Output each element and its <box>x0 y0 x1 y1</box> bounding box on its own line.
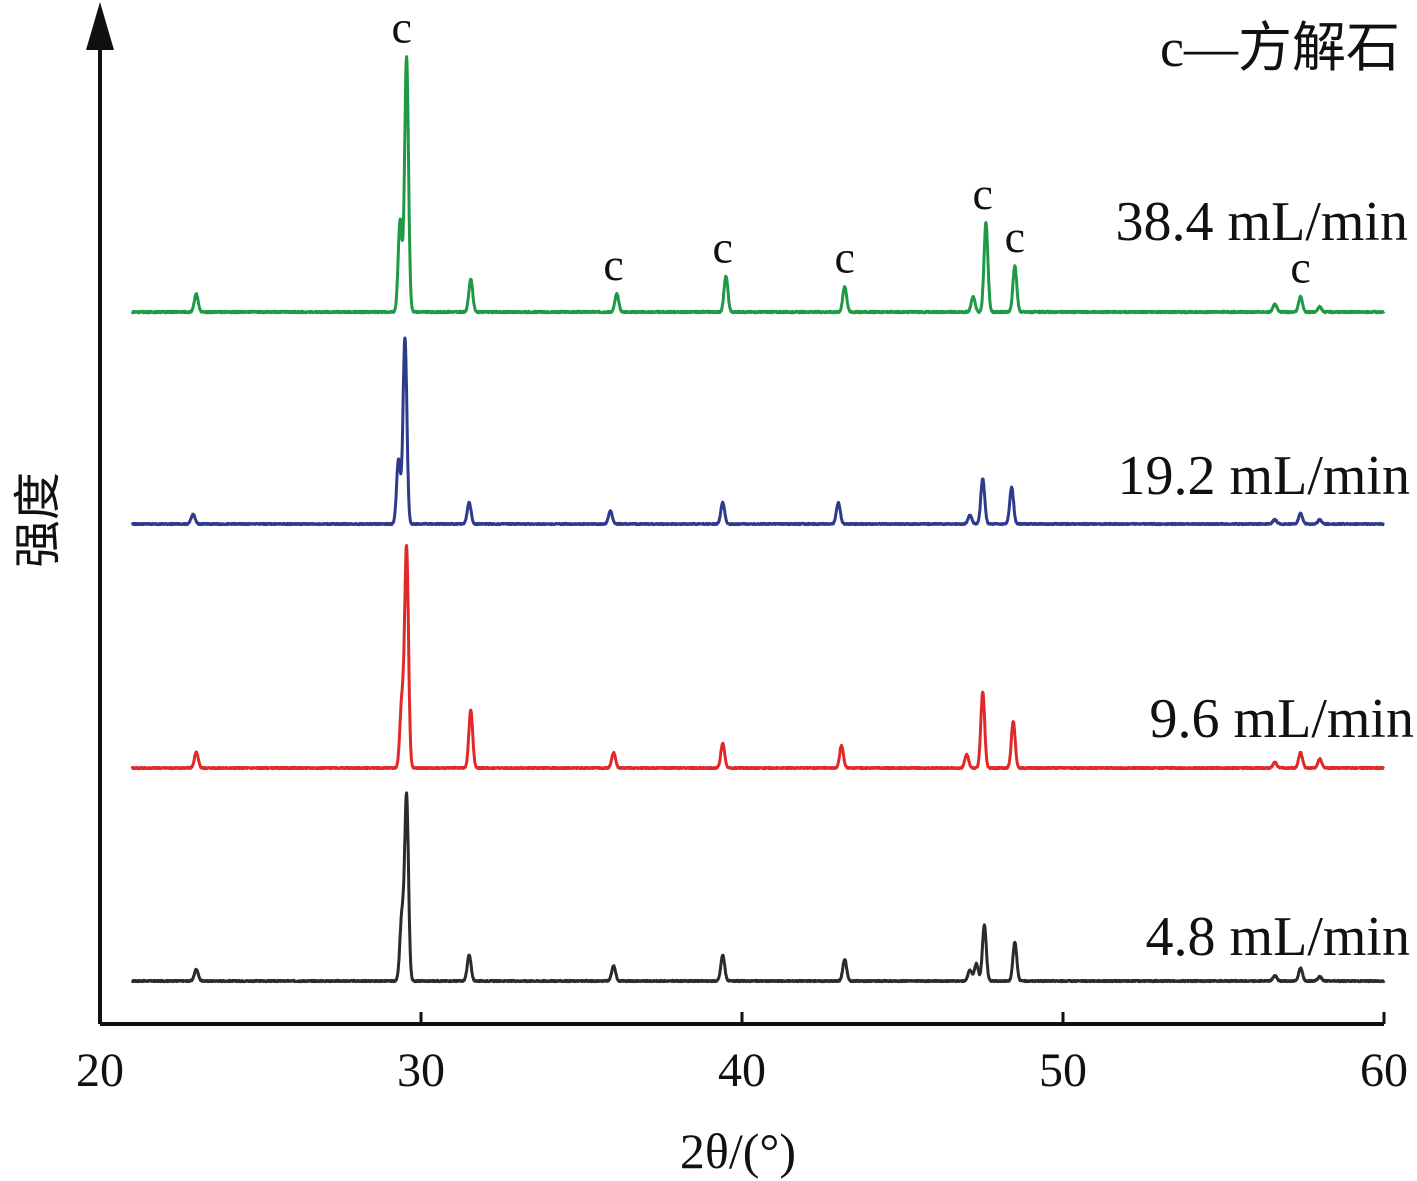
peak-label-c: c <box>713 221 733 272</box>
x-tick-label-20: 20 <box>76 1044 124 1097</box>
series-line-19-2-ml-min <box>130 336 1386 527</box>
y-axis-title: 强度 <box>12 472 65 568</box>
peak-label-c: c <box>835 232 855 283</box>
x-tick-label-60: 60 <box>1360 1044 1408 1097</box>
axes <box>86 2 1384 1026</box>
x-ticks: 20 30 40 50 60 <box>76 1012 1408 1097</box>
series-line-9-6-ml-min <box>130 544 1386 771</box>
series-line-38-4-ml-min <box>130 55 1386 315</box>
x-axis-title: 2θ/(°) <box>680 1123 796 1179</box>
legend-note: c—方解石 <box>1160 18 1400 78</box>
peak-label-c: c <box>1005 211 1025 262</box>
peak-label-c: c <box>392 2 412 53</box>
series-label-9-6: 9.6 mL/min <box>1150 688 1414 750</box>
x-tick-label-50: 50 <box>1039 1044 1087 1097</box>
x-tick-label-30: 30 <box>397 1044 445 1097</box>
series-label-4-8: 4.8 mL/min <box>1146 906 1410 968</box>
peak-label-c: c <box>973 168 993 219</box>
y-axis-arrow <box>86 2 114 50</box>
series-label-38-4: 38.4 mL/min <box>1116 191 1408 253</box>
series-group <box>130 55 1386 984</box>
peak-label-c: c <box>603 239 623 290</box>
peak-label-c: c <box>1290 242 1310 293</box>
x-tick-label-40: 40 <box>718 1044 766 1097</box>
series-label-19-2: 19.2 mL/min <box>1118 445 1410 507</box>
series-line-4-8-ml-min <box>130 791 1386 984</box>
